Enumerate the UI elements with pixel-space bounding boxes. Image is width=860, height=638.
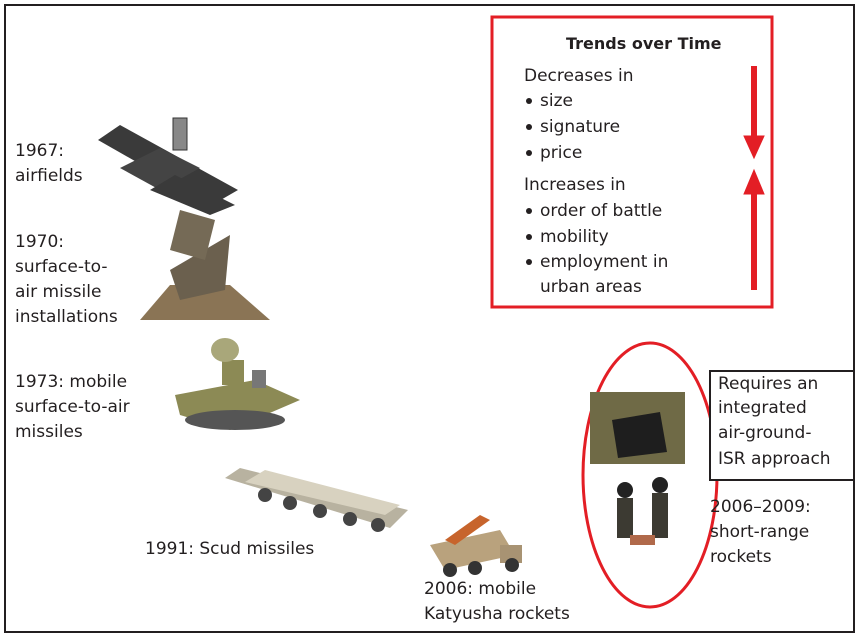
era-label: airfields <box>15 166 83 186</box>
scud-image <box>225 468 408 532</box>
era-label: installations <box>15 307 118 327</box>
trend-heading: Decreases in <box>524 66 633 86</box>
era-label: short-range <box>710 522 809 542</box>
trend-item: size <box>540 91 573 111</box>
mobile-sam-image <box>175 338 300 430</box>
era-label: surface-to- <box>15 257 107 277</box>
era-label: Katyusha rockets <box>424 604 570 624</box>
trend-item: price <box>540 143 582 163</box>
bunker-image <box>590 392 685 464</box>
trend-arrows <box>744 66 764 290</box>
era-label: 1970: <box>15 232 64 252</box>
trend-item: urban areas <box>540 277 642 297</box>
era-label: 1991: Scud missiles <box>145 539 314 559</box>
era-label: missiles <box>15 422 83 442</box>
trend-heading: Increases in <box>524 175 626 195</box>
airfield-image <box>98 118 238 215</box>
callout-text: Requires an <box>718 374 818 394</box>
sam-installation-image <box>140 210 270 320</box>
trends-title: Trends over Time <box>566 34 722 54</box>
militants-image <box>617 477 668 545</box>
era-label: 1973: mobile <box>15 372 127 392</box>
trend-item: signature <box>540 117 620 137</box>
era-label: air missile <box>15 282 101 302</box>
trend-item: order of battle <box>540 201 662 221</box>
highlight-ellipse <box>583 343 717 607</box>
callout-text: ISR approach <box>718 449 831 469</box>
era-label: surface-to-air <box>15 397 130 417</box>
callout-text: air-ground- <box>718 423 811 443</box>
era-label: 2006–2009: <box>710 497 811 517</box>
diagram: Trends over Time Decreases in size signa… <box>0 0 860 638</box>
artwork <box>0 0 860 638</box>
era-label: 2006: mobile <box>424 579 536 599</box>
trend-item: mobility <box>540 227 609 247</box>
callout-text: integrated <box>718 398 807 418</box>
trend-item: employment in <box>540 252 668 272</box>
katyusha-image <box>430 515 522 577</box>
era-label: rockets <box>710 547 772 567</box>
era-label: 1967: <box>15 141 64 161</box>
